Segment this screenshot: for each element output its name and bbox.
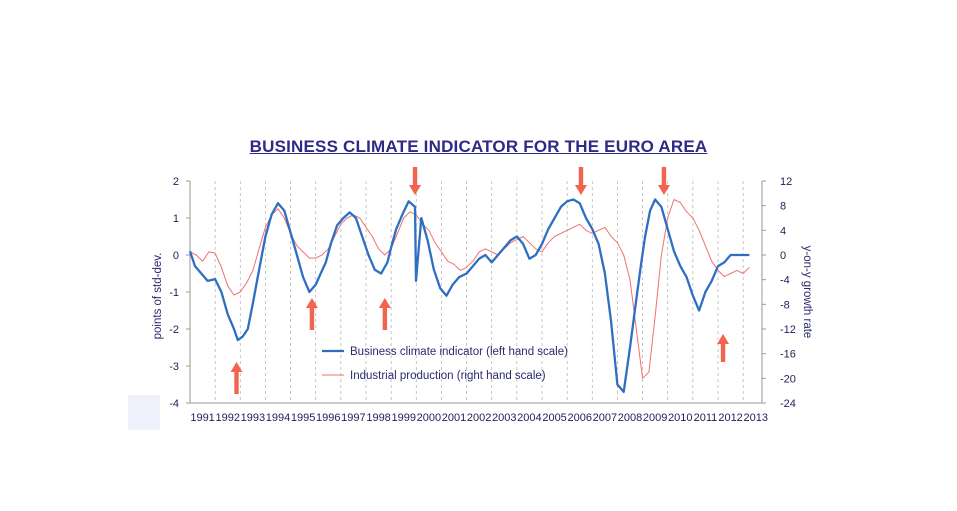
x-tick-label: 1991 <box>190 412 214 424</box>
x-tick-label: 2010 <box>668 412 692 424</box>
y-right-tick-label: 0 <box>780 250 786 262</box>
arrow-up-icon <box>230 362 243 394</box>
legend: Business climate indicator (left hand sc… <box>322 346 568 382</box>
series-line-industrial-production <box>189 199 750 379</box>
x-tick-label: 2004 <box>517 412 541 424</box>
y-left-tick-label: 2 <box>173 176 179 188</box>
x-tick-label: 1992 <box>215 412 239 424</box>
y-right-tick-label: -20 <box>780 373 796 385</box>
x-tick-label: 2003 <box>492 412 516 424</box>
x-tick-label: 2002 <box>467 412 491 424</box>
x-tick-label: 2008 <box>618 412 642 424</box>
x-tick-label: 1999 <box>391 412 415 424</box>
y-right-tick-label: 4 <box>780 225 786 237</box>
legend-label-ip: Industrial production (right hand scale) <box>350 370 546 382</box>
arrow-down-icon <box>574 167 587 195</box>
x-tick-label: 1997 <box>341 412 365 424</box>
y-left-tick-label: 1 <box>173 213 179 225</box>
x-tick-label: 1993 <box>241 412 265 424</box>
axes: 1991 1992 1993 1994 1995 1996 1997 1998 1999 2000… <box>169 176 796 424</box>
y-right-tick-label: -4 <box>780 275 790 287</box>
y-axis-left-label: points of std-dev. <box>152 253 164 340</box>
arrow-down-icon <box>409 167 422 195</box>
x-tick-label: 1998 <box>366 412 390 424</box>
y-right-tick-label: -12 <box>780 324 796 336</box>
x-tick-label: 1996 <box>316 412 340 424</box>
x-tick-label: 2001 <box>442 412 466 424</box>
x-tick-label: 2005 <box>542 412 566 424</box>
turning-point-arrows <box>230 167 730 394</box>
x-tick-label: 2011 <box>694 412 718 424</box>
y-left-tick-label: -4 <box>169 398 179 410</box>
left-accent-shape <box>128 395 160 430</box>
arrow-down-icon <box>657 167 670 195</box>
y-right-tick-label: 12 <box>780 176 792 188</box>
y-right-tick-label: 8 <box>780 201 786 213</box>
x-tick-label: 2012 <box>718 412 742 424</box>
x-tick-label: 2009 <box>643 412 667 424</box>
x-tick-label: 2000 <box>417 412 441 424</box>
arrow-up-icon <box>717 334 730 362</box>
x-tick-label: 1995 <box>291 412 315 424</box>
y-right-tick-label: -24 <box>780 398 796 410</box>
y-right-tick-label: -8 <box>780 299 790 311</box>
x-tick-label: 2007 <box>593 412 617 424</box>
y-left-tick-label: -3 <box>169 361 179 373</box>
arrow-up-icon <box>305 298 318 330</box>
series-lines <box>188 198 750 394</box>
y-axis-right-label: y-on-y growth rate <box>801 246 813 339</box>
y-left-tick-label: -1 <box>169 287 179 299</box>
arrow-up-icon <box>378 298 391 330</box>
chart-title: BUSINESS CLIMATE INDICATOR FOR THE EURO … <box>249 137 708 156</box>
x-tick-label: 2013 <box>743 412 767 424</box>
x-tick-label: 1994 <box>266 412 290 424</box>
y-right-tick-label: -16 <box>780 349 796 361</box>
series-line-business-climate <box>188 198 750 394</box>
y-left-tick-label: -2 <box>169 324 179 336</box>
x-tick-label: 2006 <box>567 412 591 424</box>
y-left-tick-label: 0 <box>173 250 179 262</box>
legend-label-bci: Business climate indicator (left hand sc… <box>350 346 568 358</box>
